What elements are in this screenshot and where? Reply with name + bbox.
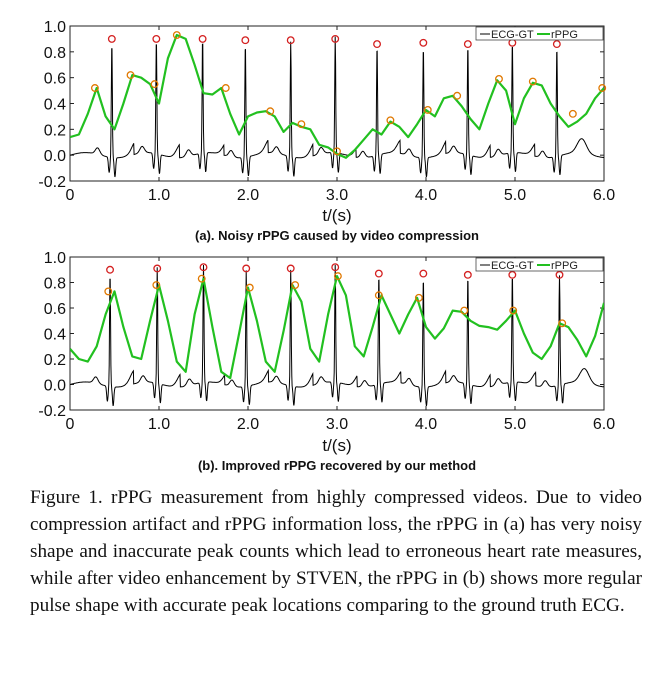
ecg-r-peak-marker bbox=[199, 263, 208, 272]
y-tick-label: -0.2 bbox=[38, 174, 66, 191]
ecg-r-peak-marker bbox=[153, 264, 162, 273]
rppg-peak-marker bbox=[104, 287, 113, 296]
y-tick-label: 0.0 bbox=[44, 378, 66, 395]
y-tick-label: 0.8 bbox=[44, 276, 66, 293]
legend-ecg-label: ECG-GT bbox=[491, 260, 534, 272]
ecg-r-peak-marker bbox=[419, 269, 428, 278]
rppg-peak-marker bbox=[291, 281, 300, 289]
x-tick-label: 5.0 bbox=[504, 416, 526, 433]
rppg-peak-marker bbox=[509, 306, 518, 315]
chart-panel-a: -0.2 0.0 0.2 0.4 0.6 0.8 1.0 0 1.0 2.0 3.0 4.0 5.0 6.… bbox=[38, 19, 615, 243]
x-axis-label: t/(s) bbox=[322, 206, 351, 225]
rppg-peak-marker bbox=[297, 120, 306, 129]
plot-content bbox=[70, 33, 604, 178]
rppg-peak-marker bbox=[423, 106, 432, 114]
rppg-peak-marker bbox=[495, 75, 503, 83]
ecg-r-peak-marker bbox=[331, 34, 340, 43]
ecg-r-peak-marker bbox=[152, 34, 161, 43]
y-tick-label: 0.2 bbox=[44, 352, 66, 369]
y-tick-label: 0.0 bbox=[44, 148, 66, 165]
x-tick-label: 2.0 bbox=[237, 187, 259, 204]
figure-caption: Figure 1. rPPG measurement from highly c… bbox=[30, 487, 642, 616]
y-tick-label: 0.6 bbox=[44, 301, 66, 318]
x-tick-label: 4.0 bbox=[415, 187, 437, 204]
rppg-peak-marker bbox=[245, 283, 254, 292]
rppg-peak-marker bbox=[460, 306, 469, 315]
rppg-peak-marker bbox=[172, 31, 181, 39]
ecg-r-peak-marker bbox=[107, 34, 116, 43]
x-tick-label: 3.0 bbox=[326, 416, 348, 433]
rppg-peak-marker bbox=[333, 272, 342, 281]
subplot-title: (a). Noisy rPPG caused by video compress… bbox=[195, 228, 479, 243]
rppg-peak-marker bbox=[90, 84, 99, 92]
ecg-r-peak-marker bbox=[374, 269, 383, 278]
y-tick-label: -0.2 bbox=[38, 403, 66, 420]
rppg-peak-marker bbox=[453, 91, 462, 100]
rppg-peak-marker bbox=[150, 80, 159, 89]
x-tick-label: 1.0 bbox=[148, 187, 170, 204]
rppg-series-line bbox=[70, 275, 604, 380]
y-tick-label: 0.8 bbox=[44, 45, 66, 62]
y-tick-label: 1.0 bbox=[44, 250, 66, 267]
y-tick-label: 0.2 bbox=[44, 122, 66, 139]
ecg-r-peak-marker bbox=[555, 270, 564, 279]
rppg-peak-marker bbox=[374, 291, 383, 300]
ecg-r-peak-marker bbox=[463, 270, 472, 279]
x-tick-label: 0 bbox=[66, 187, 75, 204]
rppg-peak-marker bbox=[126, 71, 135, 80]
y-tick-label: 0.6 bbox=[44, 71, 66, 88]
rppg-series-line bbox=[70, 33, 604, 159]
rppg-peak-marker bbox=[197, 274, 206, 283]
legend-rppg-label: rPPG bbox=[551, 29, 578, 41]
ecg-r-peak-marker bbox=[463, 40, 472, 49]
ecg-gt-series-line bbox=[70, 264, 604, 407]
ecg-r-peak-marker bbox=[552, 40, 561, 49]
rppg-peak-marker bbox=[386, 116, 395, 125]
x-axis-label: t/(s) bbox=[322, 436, 351, 455]
rppg-peak-marker bbox=[558, 319, 567, 328]
ecg-r-peak-marker bbox=[508, 270, 517, 279]
rppg-peak-marker bbox=[266, 107, 275, 116]
rppg-peak-marker bbox=[598, 84, 607, 92]
legend-rppg-label: rPPG bbox=[551, 260, 578, 272]
rppg-peak-marker bbox=[152, 281, 161, 289]
ecg-r-peak-marker bbox=[286, 36, 295, 45]
rppg-peak-marker bbox=[221, 84, 230, 92]
chart-panel-b: -0.2 0.0 0.2 0.4 0.6 0.8 1.0 0 1.0 2.0 3.0 4.0 5.0 6.… bbox=[38, 250, 615, 473]
x-tick-label: 5.0 bbox=[504, 187, 526, 204]
ecg-r-peak-marker bbox=[419, 38, 428, 47]
ecg-r-peak-marker bbox=[286, 264, 295, 273]
x-tick-label: 0 bbox=[66, 416, 75, 433]
ecg-r-peak-marker bbox=[373, 40, 381, 49]
x-tick-label: 2.0 bbox=[237, 416, 259, 433]
ecg-r-peak-marker bbox=[198, 34, 207, 43]
rppg-peak-marker bbox=[414, 293, 423, 302]
rppg-peak-marker bbox=[528, 77, 537, 86]
x-tick-label: 6.0 bbox=[593, 416, 615, 433]
plot-content bbox=[70, 264, 604, 407]
ecg-r-peak-marker bbox=[241, 36, 250, 45]
x-tick-label: 3.0 bbox=[326, 187, 348, 204]
ecg-r-peak-marker bbox=[106, 265, 114, 274]
x-tick-label: 1.0 bbox=[148, 416, 170, 433]
y-tick-label: 1.0 bbox=[44, 19, 66, 36]
rppg-peak-marker bbox=[333, 147, 341, 156]
ecg-r-peak-marker bbox=[331, 263, 340, 272]
y-tick-label: 0.4 bbox=[44, 327, 66, 344]
ecg-r-peak-marker bbox=[242, 264, 251, 273]
subplot-title: (b). Improved rPPG recovered by our meth… bbox=[198, 458, 476, 473]
x-tick-label: 4.0 bbox=[415, 416, 437, 433]
y-tick-label: 0.4 bbox=[44, 97, 66, 114]
x-tick-label: 6.0 bbox=[593, 187, 615, 204]
legend-ecg-label: ECG-GT bbox=[491, 29, 534, 41]
rppg-peak-marker bbox=[568, 109, 577, 118]
ecg-gt-series-line bbox=[70, 36, 604, 178]
